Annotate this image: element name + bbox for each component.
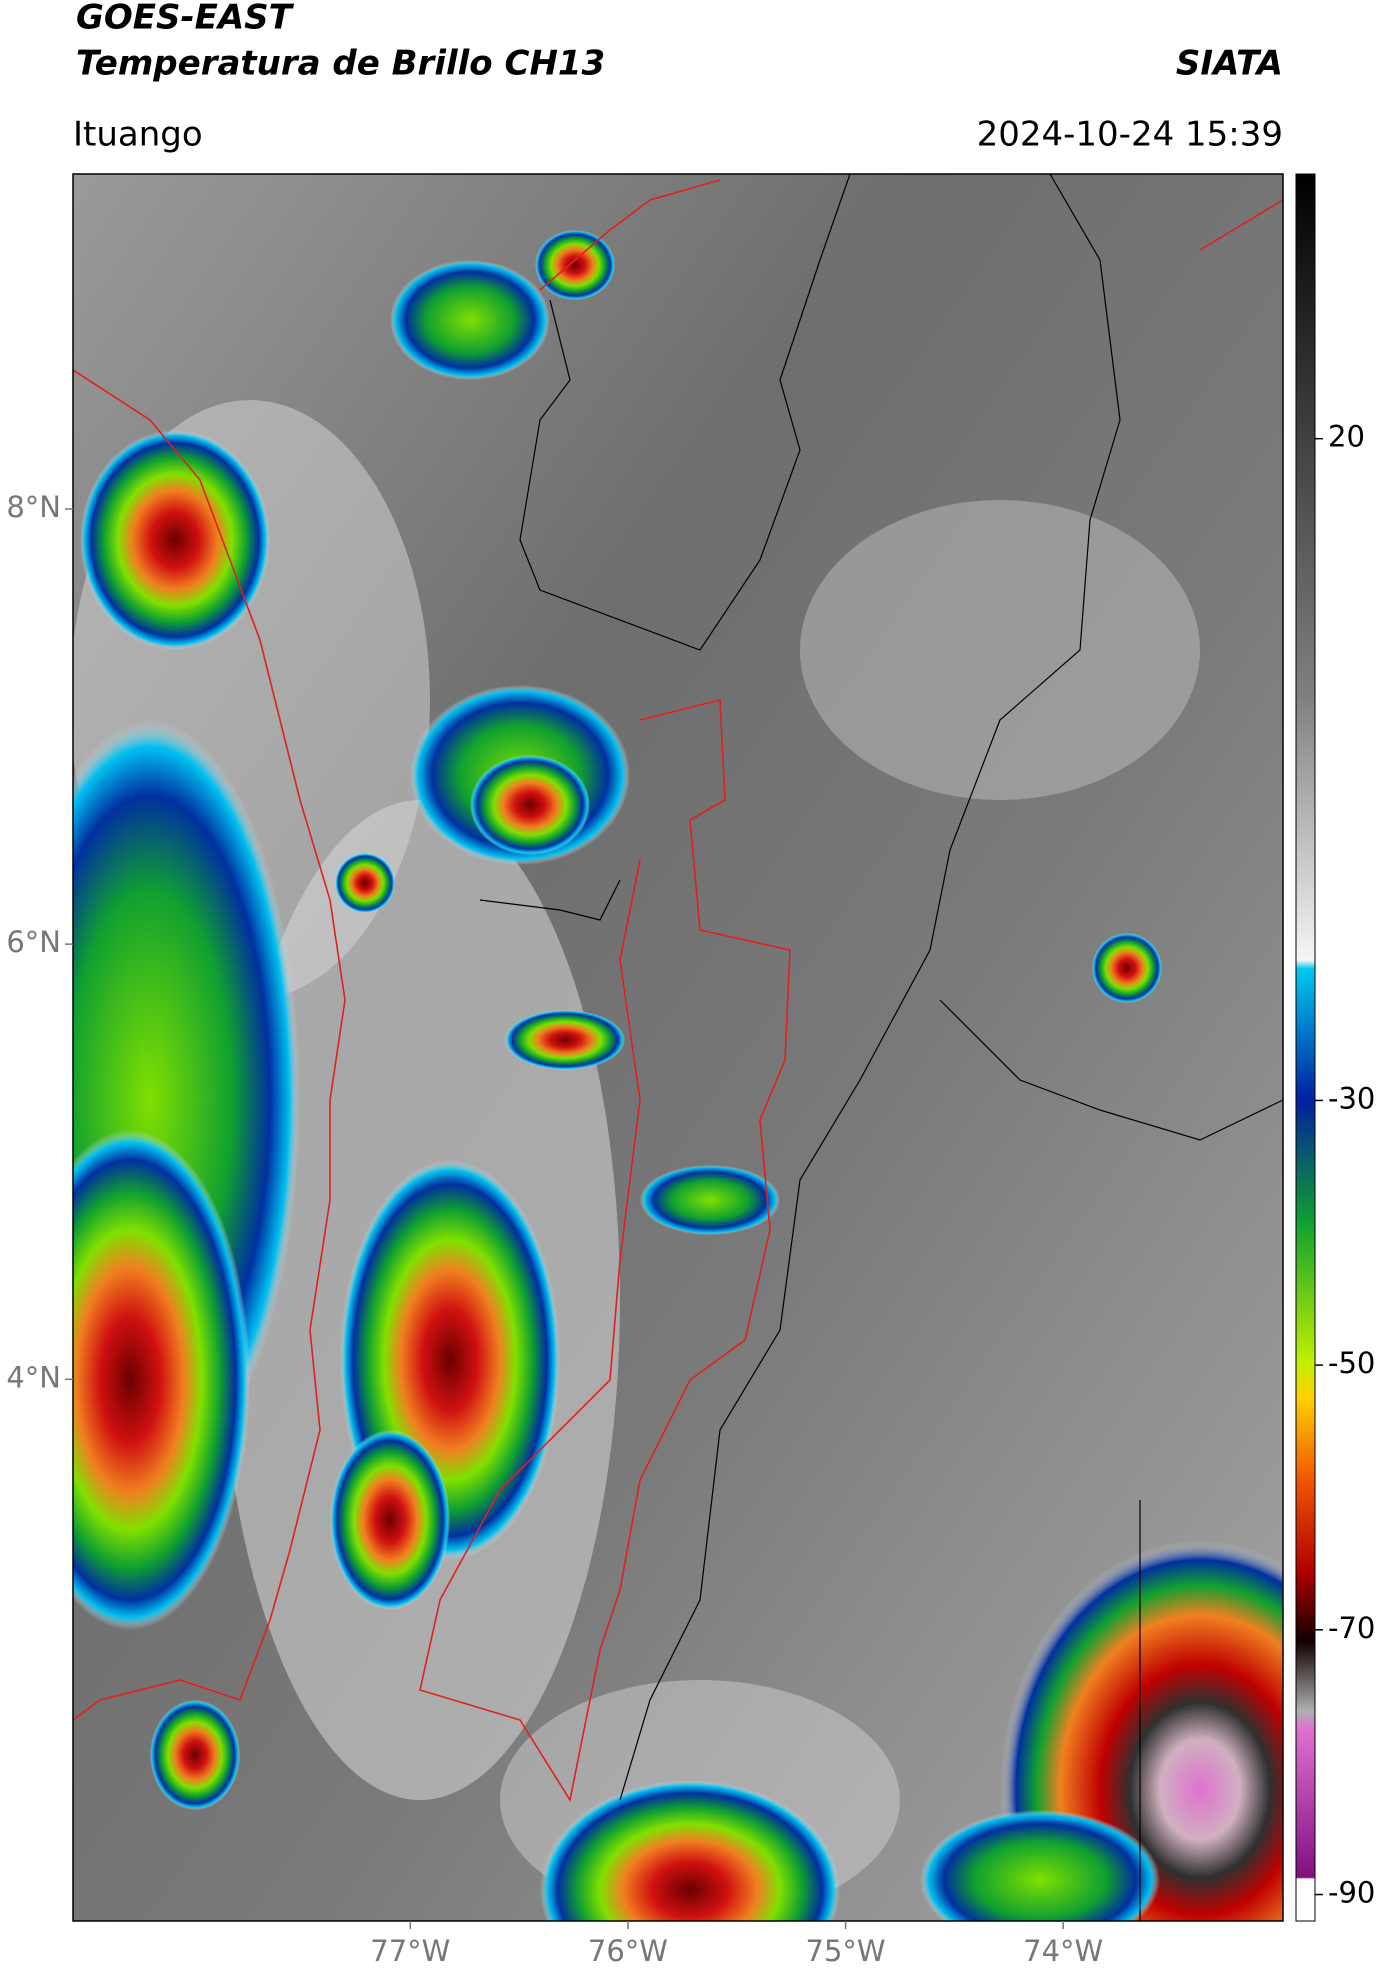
subtitle: Temperatura de Brillo CH13	[76, 44, 605, 84]
x-tick-label: 77°W	[370, 1934, 450, 1968]
colorbar-tick-label: -90	[1328, 1876, 1375, 1910]
y-tick-label: 8°N	[6, 490, 61, 524]
colorbar-tick-label: -30	[1328, 1081, 1375, 1115]
y-tick-label: 4°N	[6, 1360, 61, 1394]
x-tick-label: 76°W	[588, 1934, 668, 1968]
title: GOES-EAST	[76, 0, 295, 38]
datetime: 2024-10-24 15:39	[977, 115, 1283, 155]
satellite-image	[73, 174, 1283, 1921]
y-tick-label: 6°N	[6, 925, 61, 959]
colorbar	[1295, 173, 1316, 1922]
location: Ituango	[73, 115, 203, 155]
x-tick-label: 74°W	[1023, 1934, 1103, 1968]
colorbar-tick-label: -70	[1328, 1611, 1375, 1645]
map-frame	[72, 173, 1284, 1922]
colorbar-tick-label: 20	[1328, 420, 1365, 454]
x-tick-label: 75°W	[806, 1934, 886, 1968]
colorbar-tick-label: -50	[1328, 1346, 1375, 1380]
source: SIATA	[1176, 44, 1283, 84]
